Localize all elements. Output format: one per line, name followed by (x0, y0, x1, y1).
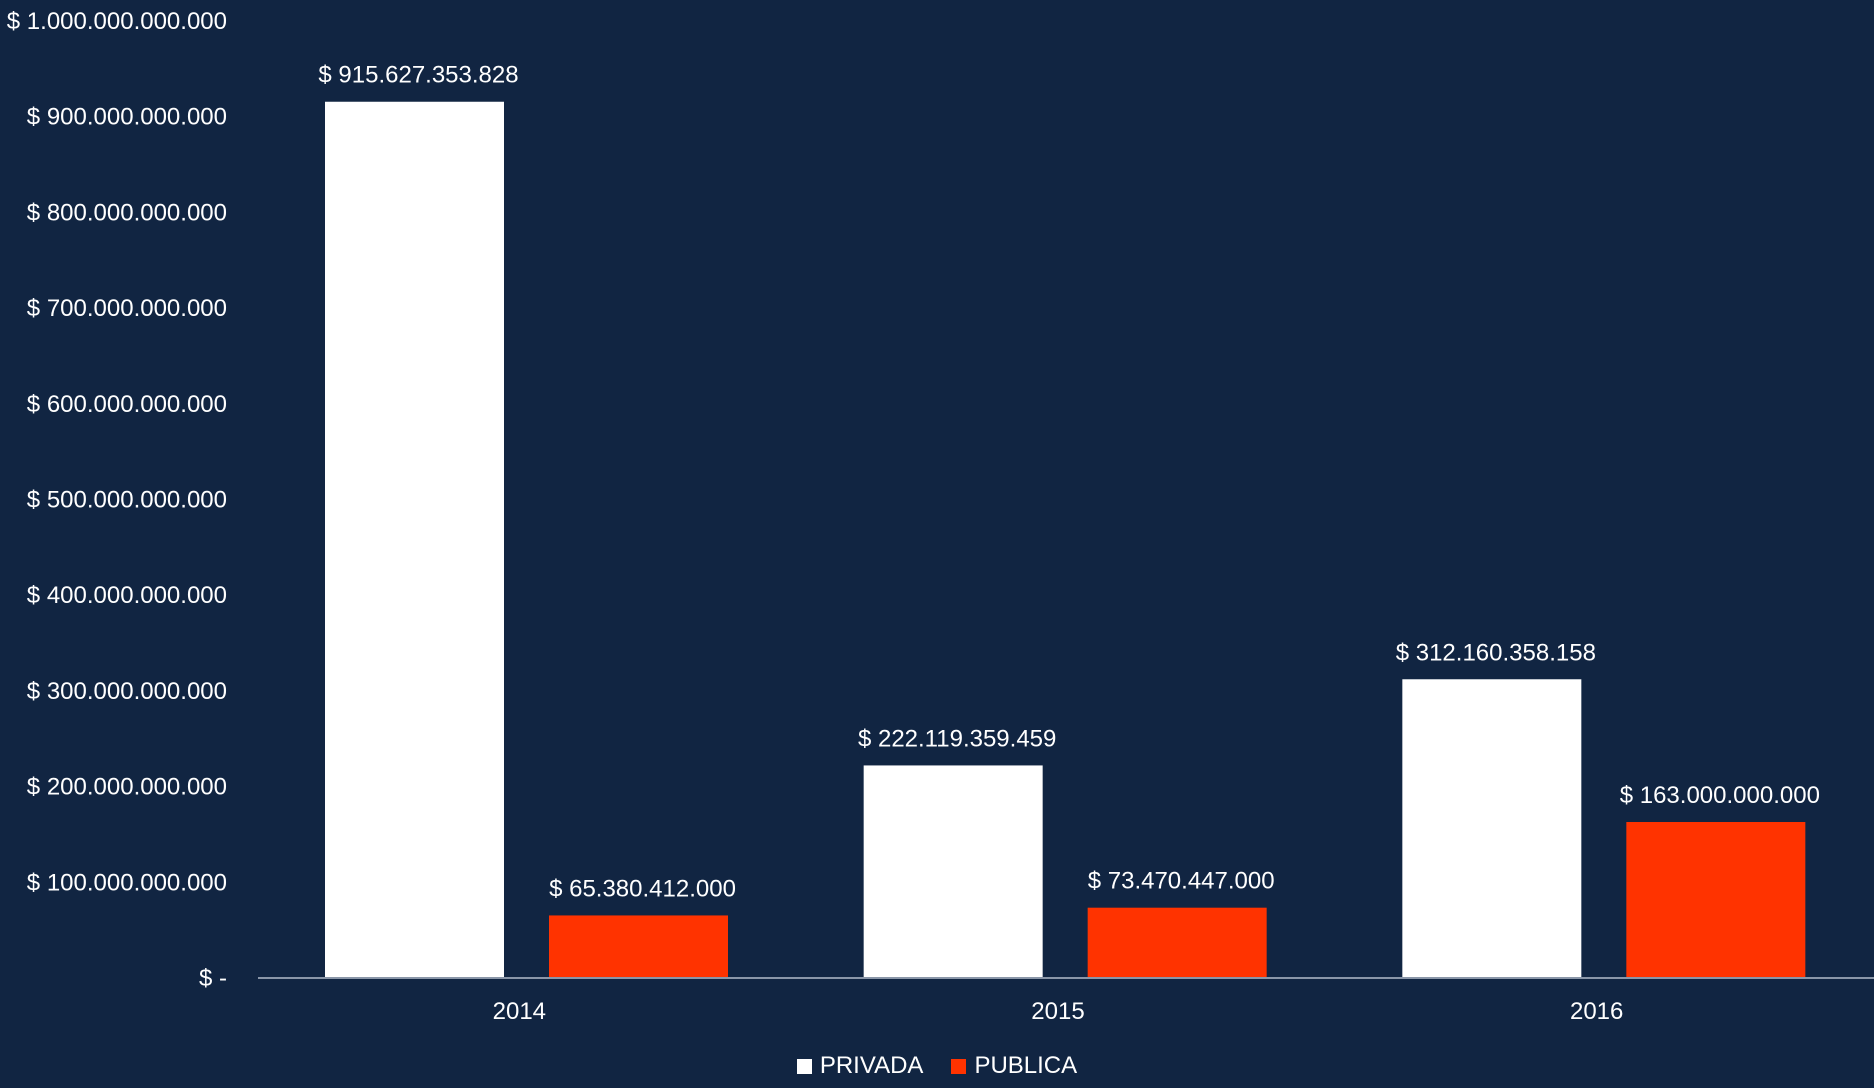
y-tick-label-10: $ 1.000.000.000.000 (7, 8, 227, 35)
y-tick-label-3: $ 300.000.000.000 (27, 678, 227, 705)
bar-privada-2016 (1402, 679, 1582, 978)
y-tick-label-0: $ - (199, 965, 227, 992)
y-tick-label-2: $ 200.000.000.000 (27, 774, 227, 801)
x-axis: 2014 2015 2016 (493, 998, 1624, 1025)
legend-swatch-publica (951, 1058, 967, 1074)
data-label-privada-2016: $ 312.160.358.158 (1396, 639, 1596, 666)
bar-privada-2014 (325, 101, 504, 978)
bar-publica-2016 (1626, 822, 1806, 978)
x-tick-label-2016: 2016 (1570, 998, 1623, 1025)
y-tick-label-8: $ 800.000.000.000 (27, 199, 227, 226)
data-label-publica-2016: $ 163.000.000.000 (1620, 782, 1820, 809)
y-tick-label-1: $ 100.000.000.000 (27, 869, 227, 896)
bar-privada-2015 (863, 765, 1043, 978)
data-label-privada-2014: $ 915.627.353.828 (318, 62, 518, 89)
data-labels-group: $ 915.627.353.828 $ 65.380.412.000 $ 222.1… (318, 62, 1820, 903)
x-tick-label-2015: 2015 (1031, 998, 1084, 1025)
y-tick-label-9: $ 900.000.000.000 (27, 104, 227, 131)
legend-label-publica: PUBLICA (974, 1052, 1078, 1079)
y-tick-label-4: $ 400.000.000.000 (27, 582, 227, 609)
y-tick-label-7: $ 700.000.000.000 (27, 295, 227, 322)
bar-publica-2014 (549, 915, 728, 978)
bar-publica-2015 (1087, 907, 1267, 978)
legend: PRIVADA PUBLICA (0, 1052, 1874, 1080)
data-label-privada-2015: $ 222.119.359.459 (858, 725, 1056, 752)
legend-item-privada[interactable]: PRIVADA (796, 1052, 924, 1080)
data-label-publica-2015: $ 73.470.447.000 (1088, 868, 1275, 895)
y-tick-label-5: $ 500.000.000.000 (27, 487, 227, 514)
x-tick-label-2014: 2014 (493, 998, 546, 1025)
bars-group (325, 101, 1806, 978)
legend-label-privada: PRIVADA (819, 1052, 924, 1079)
y-axis: $ - $ 100.000.000.000 $ 200.000.000.000 $ 3… (7, 8, 227, 992)
data-label-publica-2014: $ 65.380.412.000 (549, 875, 736, 902)
legend-swatch-privada (796, 1058, 812, 1074)
legend-item-publica[interactable]: PUBLICA (951, 1052, 1077, 1080)
y-tick-label-6: $ 600.000.000.000 (27, 391, 227, 418)
